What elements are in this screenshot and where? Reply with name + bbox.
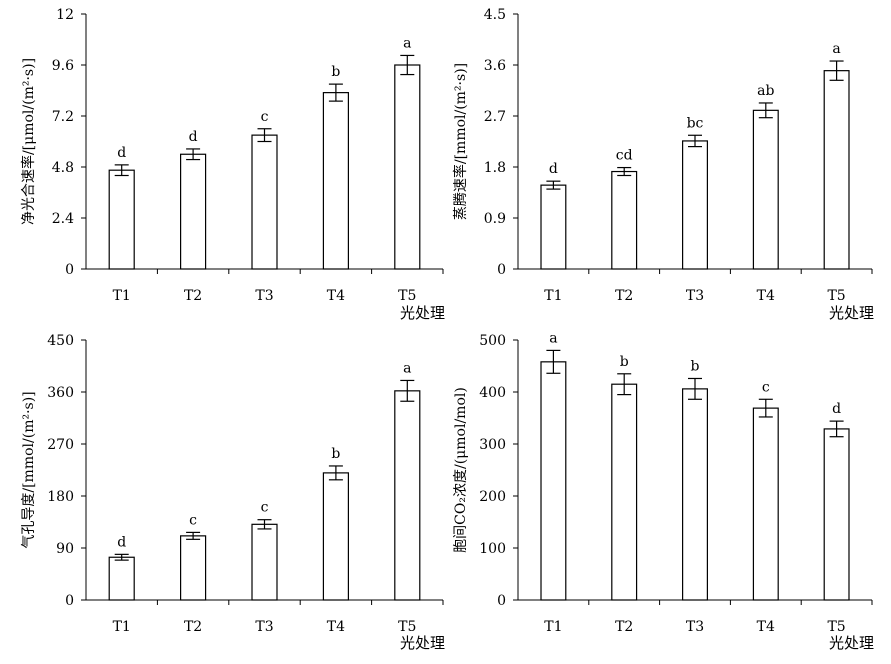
bar-T4 [752,109,779,270]
bar-T3 [682,140,708,270]
significance-letter: a [403,360,411,376]
y-tick-label: 2.4 [52,211,74,227]
y-axis-title: 胞间CO₂浓度/(μmol/mol) [453,387,469,553]
x-category-label: T5 [398,288,416,304]
y-tick-label: 300 [479,437,506,453]
bar-T2 [180,535,207,601]
significance-letter: c [261,109,269,125]
bar-T2 [180,153,207,270]
bar-T5 [823,70,850,270]
x-category-label: T4 [757,619,775,635]
y-tick-label: 270 [47,437,74,453]
y-tick-label: 90 [56,541,74,557]
y-tick-label: 0 [497,262,506,278]
chart-panel-3: 0 90 180 270 360 450 d T1 c T2 c T3 b T4 a T5 气孔导度/[mmol… [21,333,445,652]
y-tick-label: 9.6 [52,58,74,74]
x-category-label: T2 [615,288,633,304]
significance-letter: bc [687,115,704,131]
chart-panel-2: 0 0.9 1.8 2.7 3.6 4.5 d T1 cd T2 bc T3 ab T4 a T5 蒸腾速率/[… [452,7,874,322]
y-tick-label: 0 [497,593,506,609]
x-axis-title: 光处理 [829,634,874,652]
bar-T4 [322,472,349,601]
x-category-label: T4 [327,619,345,635]
x-category-label: T4 [757,288,775,304]
significance-letter: cd [616,148,633,164]
y-tick-label: 4.8 [52,160,74,176]
y-tick-label: 450 [47,333,74,349]
bar-T5 [394,64,421,270]
chart-panels: 0 2.4 4.8 7.2 9.6 12 d T1 d T2 c T3 b T4 a T5 净光合速率/[μmo… [20,7,874,652]
x-category-label: T3 [686,619,704,635]
x-category-label: T5 [827,619,845,635]
bar-T2 [611,170,638,270]
x-category-label: T1 [113,288,131,304]
x-category-label: T3 [255,288,273,304]
significance-letter: a [832,41,840,57]
x-category-label: T1 [113,619,131,635]
significance-letter: d [189,129,198,145]
significance-letter: ab [757,83,774,99]
y-axis-title: 蒸腾速率/[mmol/(m²·s)] [452,63,469,220]
bar-T4 [752,407,779,601]
y-tick-label: 180 [47,489,74,505]
x-category-label: T2 [184,288,202,304]
chart-panel-1: 0 2.4 4.8 7.2 9.6 12 d T1 d T2 c T3 b T4 a T5 净光合速率/[μmo… [20,7,445,322]
bar-T1 [540,361,567,601]
y-tick-label: 500 [479,333,506,349]
bar-T1 [108,556,135,601]
y-axis-title: 气孔导度/[mmol/(m²·s)] [21,391,37,548]
bar-T3 [251,134,278,270]
bar-T3 [251,523,278,601]
y-tick-label: 1.8 [484,160,506,176]
y-tick-label: 4.5 [484,7,506,23]
significance-letter: d [832,401,841,417]
y-tick-label: 2.7 [484,109,506,125]
x-category-label: T5 [827,288,845,304]
significance-letter: c [189,512,197,528]
y-tick-label: 0 [65,262,74,278]
x-category-label: T2 [184,619,202,635]
significance-letter: c [762,379,770,395]
significance-letter: b [691,358,700,374]
y-tick-label: 3.6 [484,58,506,74]
x-axis-title: 光处理 [400,304,445,322]
significance-letter: b [331,64,340,80]
bar-T2 [611,383,638,601]
x-axis-title: 光处理 [400,634,445,652]
x-category-label: T5 [398,619,416,635]
significance-letter: a [403,35,411,51]
significance-letter: c [261,500,269,516]
y-tick-label: 360 [47,385,74,401]
significance-letter: b [620,354,629,370]
x-category-label: T1 [544,619,562,635]
bar-T1 [540,184,567,270]
y-tick-label: 0.9 [484,211,506,227]
bar-T5 [394,390,421,601]
chart-panel-4: 0 100 200 300 400 500 a T1 b T2 b T3 c T4 d T5 胞间CO₂浓度/(… [453,330,874,652]
bar-T3 [682,388,708,601]
y-tick-label: 12 [56,7,74,23]
x-category-label: T1 [544,288,562,304]
y-tick-label: 7.2 [52,109,74,125]
x-category-label: T3 [255,619,273,635]
significance-letter: a [549,330,557,346]
y-tick-label: 0 [65,593,74,609]
significance-letter: b [331,446,340,462]
x-category-label: T3 [686,288,704,304]
significance-letter: d [117,145,126,161]
x-axis-title: 光处理 [829,304,874,322]
bar-T1 [108,169,135,270]
y-tick-label: 100 [479,541,506,557]
y-tick-label: 200 [479,489,506,505]
x-category-label: T4 [327,288,345,304]
y-axis-title: 净光合速率/[μmol/(m²·s)] [20,58,37,225]
y-tick-label: 400 [479,385,506,401]
significance-letter: d [549,161,558,177]
bar-T5 [823,428,850,601]
significance-letter: d [117,534,126,550]
x-category-label: T2 [615,619,633,635]
bar-T4 [322,92,349,270]
